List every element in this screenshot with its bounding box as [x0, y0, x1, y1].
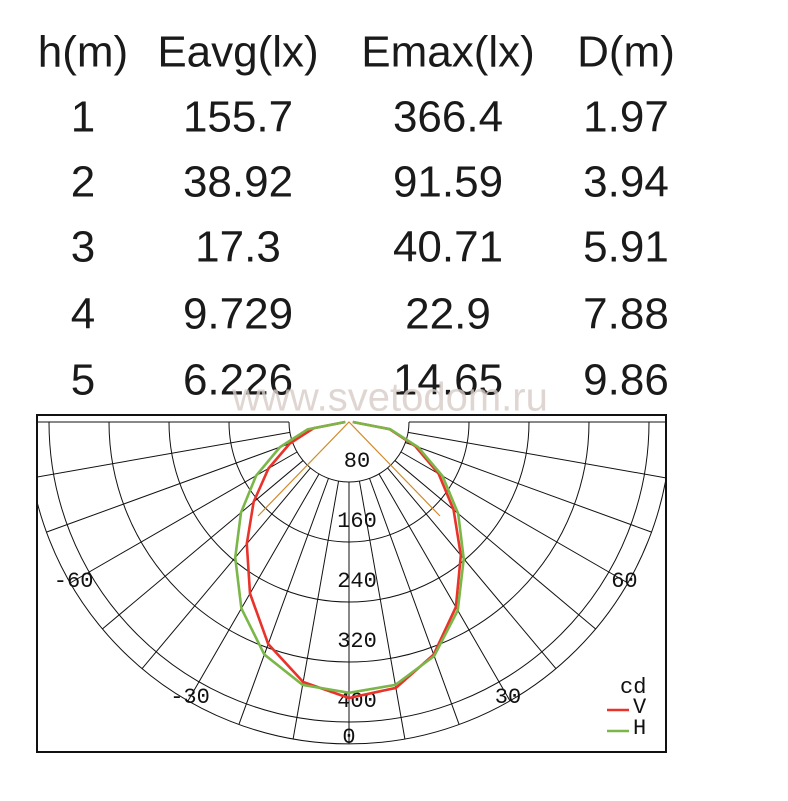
- ring: [168, 421, 530, 603]
- radial-line: [292, 481, 340, 740]
- unit-label: cd: [620, 675, 646, 700]
- cell: 6.226: [183, 356, 293, 405]
- radial-line: [238, 478, 329, 725]
- cell: 1: [71, 93, 95, 142]
- legend-label: V: [633, 695, 647, 720]
- cell: 5: [71, 356, 95, 405]
- r-tick-label: 160: [337, 509, 377, 534]
- cell: 91.59: [393, 158, 503, 207]
- table: h(m) Eavg(lx) Emax(lx) D(m) 1 155.7 366.4 1.97 2…: [38, 28, 675, 405]
- radial-line: [378, 473, 511, 702]
- cell: 7.88: [583, 290, 669, 339]
- cell: 3: [71, 223, 95, 272]
- angle-tick-label: 0: [342, 725, 355, 750]
- radial-line: [387, 467, 557, 669]
- cell: 17.3: [195, 223, 281, 272]
- radial-line: [405, 442, 652, 533]
- cell: 22.9: [405, 290, 491, 339]
- beam-lines: [257, 421, 441, 517]
- cell: 38.92: [183, 158, 293, 207]
- radial-line: [187, 473, 320, 702]
- cell: 155.7: [183, 93, 293, 142]
- cell: 2: [71, 158, 95, 207]
- ring: [288, 421, 410, 483]
- series-line: [233, 420, 466, 695]
- angle-tick-label: 60: [611, 569, 637, 594]
- grid: [38, 421, 665, 745]
- radial-line: [46, 442, 293, 533]
- cell: 9.86: [583, 356, 669, 405]
- ring: [228, 421, 470, 543]
- cell: 3.94: [583, 158, 669, 207]
- r-tick-label: 240: [337, 569, 377, 594]
- header-cell: Eavg(lx): [157, 28, 318, 77]
- watermark: www.svetodom.ru: [231, 376, 548, 420]
- header-cell: h(m): [38, 28, 128, 77]
- header-cell: Emax(lx): [361, 28, 535, 77]
- radial-line: [408, 431, 665, 479]
- angle-tick-label: -60: [54, 569, 94, 594]
- cell: 14.65: [393, 356, 503, 405]
- radial-line: [369, 478, 460, 725]
- cell: 366.4: [393, 93, 503, 142]
- series-line: [245, 420, 463, 700]
- radial-line: [38, 431, 290, 478]
- cell: 9.729: [183, 290, 293, 339]
- header-cell: D(m): [577, 28, 675, 77]
- legend-label: H: [633, 716, 646, 741]
- cell: 5.91: [583, 223, 669, 272]
- radial-line: [102, 460, 304, 630]
- frame: [36, 414, 667, 753]
- radial-line: [400, 451, 629, 584]
- ring: [108, 421, 590, 663]
- r-tick-label: 320: [337, 629, 377, 654]
- cell: 4: [71, 290, 95, 339]
- cell: 1.97: [583, 93, 669, 142]
- radial-line: [394, 460, 596, 630]
- r-tick-label: 80: [344, 449, 370, 474]
- radial-line: [69, 451, 298, 584]
- cell: 40.71: [393, 223, 503, 272]
- radial-line: [141, 467, 311, 669]
- angle-tick-label: 30: [495, 685, 521, 710]
- radial-line: [358, 481, 406, 740]
- ring: [48, 421, 650, 723]
- angle-tick-label: -30: [170, 685, 210, 710]
